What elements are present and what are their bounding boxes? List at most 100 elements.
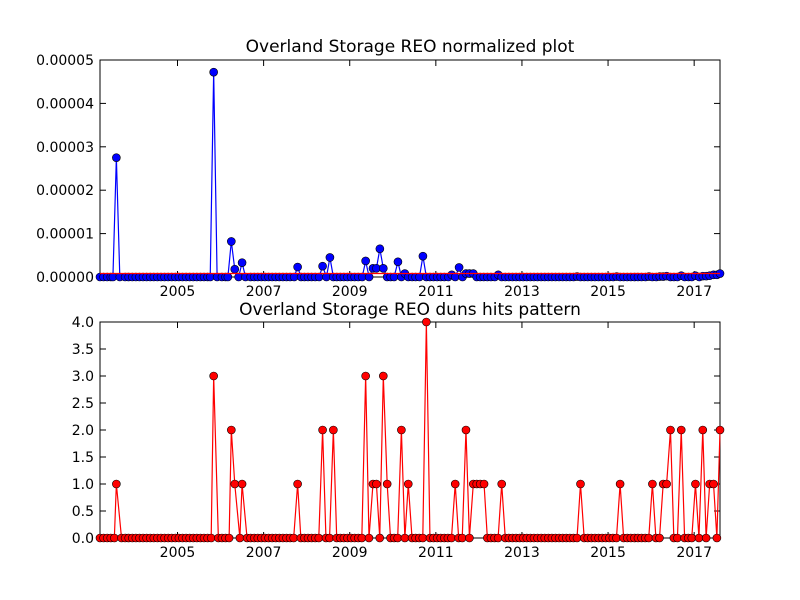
normalized-plot-data-point [318,261,327,271]
normalized-plot-x-axis: 2005 2007 2009 2011 2013 2015 2017 [160,60,712,300]
duns-hits-data-point [325,533,334,543]
duns-hits-xtick-label: 2007 [246,545,282,561]
duns-hits-data-point [676,425,686,435]
normalized-plot-data-point [227,237,236,246]
normalized-plot-data-point [454,263,464,272]
normalized-plot-xtick-label: 2011 [418,284,454,300]
duns-hits-data-point [655,533,664,543]
normalized-plot-data-point [293,262,302,272]
duns-hits-data-point [314,533,324,543]
duns-hits-xtick-label: 2013 [504,545,540,561]
duns-hits-data-point [465,533,474,543]
normalized-plot-data-point [314,272,324,282]
normalized-plot-ytick-label: 0.00005 [36,53,94,69]
duns-hits-x-axis: 2005 2007 2009 2011 2013 2015 2017 [160,322,712,561]
duns-hits-data-point [493,533,503,543]
duns-hits-xtick-label: 2015 [590,545,626,561]
duns-hits-data-point [379,371,388,381]
normalized-plot-ytick-label: 0.00000 [36,270,94,286]
normalized-plot-data-point [112,153,121,162]
duns-hits-data-point [110,533,119,543]
duns-hits-data-point [224,533,234,543]
duns-hits-data-point [372,479,381,489]
normalized-plot-title: Overland Storage REO normalized plot [246,37,575,57]
normalized-plot-data-point [418,251,428,261]
duns-hits-xtick-label: 2011 [418,545,454,561]
duns-hits-data-point [457,533,467,543]
duns-hits-series [95,317,725,543]
duns-hits-data-point [698,425,708,435]
duns-hits-data-point [709,479,718,489]
duns-hits-data-point [715,425,725,435]
duns-hits-data-point [400,533,410,543]
duns-hits-data-point [648,479,657,489]
duns-hits-ytick-label: 1.0 [72,477,94,493]
duns-hits-xtick-label: 2017 [676,545,712,561]
duns-hits-data-point [422,317,431,327]
duns-hits-xtick-label: 2009 [332,545,368,561]
duns-hits-data-point [447,533,456,543]
normalized-plot-data-point [223,272,233,282]
duns-hits-data-point [450,479,460,489]
duns-hits-data-point [497,479,507,489]
normalized-plot-xtick-label: 2017 [676,284,712,300]
duns-hits-data-point [712,533,722,543]
duns-hits-data-point [393,533,402,543]
duns-hits-chart: Overland Storage REO duns hits pattern 0… [72,300,725,561]
duns-hits-y-axis: 0.0 0.5 1.0 1.5 2.0 2.5 3.0 3.5 4.0 [72,315,720,547]
duns-hits-data-point [644,533,654,543]
duns-hits-data-point [576,479,585,489]
duns-hits-data-point [375,533,385,543]
duns-hits-data-point [364,533,374,543]
duns-hits-data-point [357,533,367,543]
normalized-plot-data-point [450,272,460,282]
normalized-plot-ytick-label: 0.00001 [36,227,94,243]
duns-hits-data-point [112,479,121,489]
duns-hits-data-point [572,533,582,543]
normalized-plot-data-point [361,256,370,266]
duns-hits-data-point [382,479,392,489]
duns-hits-ytick-label: 2.5 [72,396,94,412]
duns-hits-ytick-label: 0.5 [72,504,94,520]
duns-hits-data-point [418,533,428,543]
normalized-plot-data-point [393,257,403,267]
normalized-plot-data-point [230,264,240,274]
normalized-plot-ytick-label: 0.00002 [36,183,94,199]
normalized-plot-ytick-label: 0.00004 [36,96,94,112]
duns-hits-data-point [209,371,218,381]
duns-hits-data-point [289,533,298,543]
duns-hits-data-point [479,479,489,489]
duns-hits-data-point [227,425,236,435]
normalized-plot-xtick-label: 2009 [332,284,368,300]
duns-hits-data-point [230,479,240,489]
normalized-plot-data-point [375,244,385,254]
duns-hits-ytick-label: 1.5 [72,450,94,466]
duns-hits-xtick-label: 2005 [160,545,196,561]
normalized-plot-xtick-label: 2005 [160,284,196,300]
duns-hits-data-point [361,371,370,381]
normalized-plot-data-point [379,264,388,273]
normalized-plot-xtick-label: 2007 [246,284,282,300]
normalized-plot-ytick-label: 0.00003 [36,140,94,156]
duns-hits-title: Overland Storage REO duns hits pattern [239,300,581,320]
duns-hits-data-point [397,425,406,435]
duns-hits-data-point [318,425,327,435]
normalized-plot-xtick-label: 2013 [504,284,540,300]
duns-hits-data-point [329,425,338,435]
duns-hits-ytick-label: 3.0 [72,369,94,385]
normalized-plot-data-point [325,253,335,262]
duns-hits-ytick-label: 2.0 [72,423,94,439]
duns-hits-data-point [403,479,413,489]
duns-hits-data-point [694,533,704,543]
normalized-plot-data-point [364,272,374,282]
duns-hits-ytick-label: 0.0 [72,531,94,547]
normalized-plot-xtick-label: 2015 [590,284,626,300]
duns-hits-ytick-label: 4.0 [72,315,94,331]
duns-hits-data-point [237,479,247,489]
duns-hits-data-point [666,425,675,435]
duns-hits-data-point [691,479,700,489]
normalized-plot-data-point [237,258,247,267]
normalized-plot-data-point [209,67,218,77]
